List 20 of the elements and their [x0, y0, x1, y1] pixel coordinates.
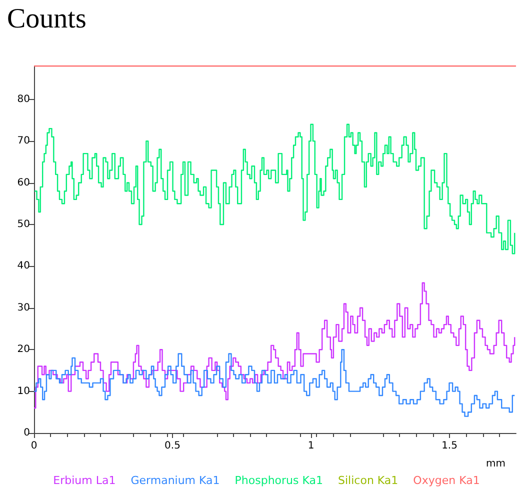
y-tick-label: 80 — [17, 94, 30, 105]
y-tick-label: 50 — [17, 218, 30, 230]
x-tick-label: 1.5 — [442, 440, 458, 452]
y-tick-label: 70 — [17, 136, 30, 147]
x-tick-label: 0 — [30, 440, 38, 452]
legend-label: Silicon Ka1 — [338, 474, 398, 487]
text: Phosphorus Ka1 — [234, 474, 324, 487]
chart-title: Counts — [7, 4, 86, 34]
y-tick-label: 30 — [17, 302, 30, 314]
x-tick-label: 1 — [308, 440, 314, 452]
text: Erbium La1 — [53, 474, 116, 487]
y-tick-label: 60 — [17, 177, 30, 188]
y-tick-label: 0 — [24, 428, 30, 438]
y-tick-label: 10 — [17, 386, 30, 397]
y-tick-label: 20 — [17, 344, 30, 356]
text: Germanium Ka1 — [130, 474, 220, 487]
x-axis-title: mm — [486, 458, 506, 470]
text: Oxygen Ka1 — [413, 474, 480, 487]
x-tick-label: 0.5 — [164, 440, 180, 452]
y-tick-label: 40 — [17, 260, 30, 272]
